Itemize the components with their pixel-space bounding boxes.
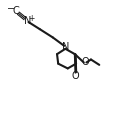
Text: +: + [29,14,35,23]
Text: N: N [62,42,69,52]
Text: O: O [71,71,79,81]
Text: N: N [24,16,31,26]
Text: O: O [81,57,89,67]
Text: −: − [7,4,15,14]
Text: C: C [13,6,19,16]
